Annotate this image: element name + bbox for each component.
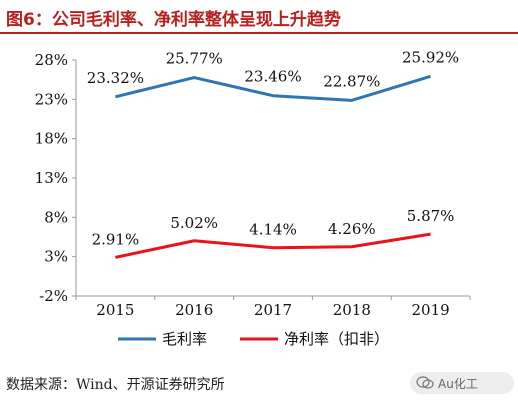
legend-label: 净利率（扣非） <box>284 330 389 348</box>
data-label: 5.87% <box>407 207 455 225</box>
chat-bubble-icon <box>416 376 434 389</box>
data-labels: 23.32% 25.77% 23.46% 22.87% 25.92% 2.91% 5.02%… <box>87 48 459 248</box>
source-note: 数据来源：Wind、开源证券研究所 <box>6 377 225 393</box>
x-tick-label: 2017 <box>254 301 292 319</box>
x-tick-label: 2019 <box>412 301 450 319</box>
y-tick-labels: 28% 23% 18% 13% 8% 3% -2% <box>35 51 76 305</box>
data-label: 5.02% <box>170 214 218 232</box>
y-tick-label: 23% <box>35 90 68 108</box>
data-label: 4.14% <box>249 221 297 239</box>
data-label: 2.91% <box>92 230 140 248</box>
y-tick-label: -2% <box>39 287 68 305</box>
title-bar: 图6：公司毛利率、净利率整体呈现上升趋势 <box>0 0 518 34</box>
legend: 毛利率 净利率（扣非） <box>118 330 389 348</box>
series-line-1 <box>115 232 431 259</box>
series-line-0 <box>115 74 432 102</box>
x-tick-label: 2018 <box>333 301 371 319</box>
y-tick-label: 13% <box>35 169 68 187</box>
x-tick-label: 2015 <box>96 301 134 319</box>
data-label: 25.92% <box>402 48 459 66</box>
chart-title: 图6：公司毛利率、净利率整体呈现上升趋势 <box>6 10 341 30</box>
data-label: 4.26% <box>328 220 376 238</box>
y-tick-label: 18% <box>35 130 68 148</box>
legend-label: 毛利率 <box>162 330 207 348</box>
data-label: 23.32% <box>87 69 144 87</box>
data-label: 22.87% <box>323 72 380 90</box>
series-lines <box>115 74 432 259</box>
data-label: 25.77% <box>166 50 223 68</box>
x-tick-labels: 2015 2016 2017 2018 2019 <box>75 296 471 319</box>
watermark-label: Au化工 <box>438 376 478 391</box>
data-label: 23.46% <box>244 68 301 86</box>
y-tick-label: 3% <box>44 248 68 266</box>
x-tick-label: 2016 <box>175 301 213 319</box>
watermark: Au化工 <box>410 372 514 394</box>
y-tick-label: 8% <box>44 208 68 226</box>
y-tick-label: 28% <box>35 51 68 69</box>
